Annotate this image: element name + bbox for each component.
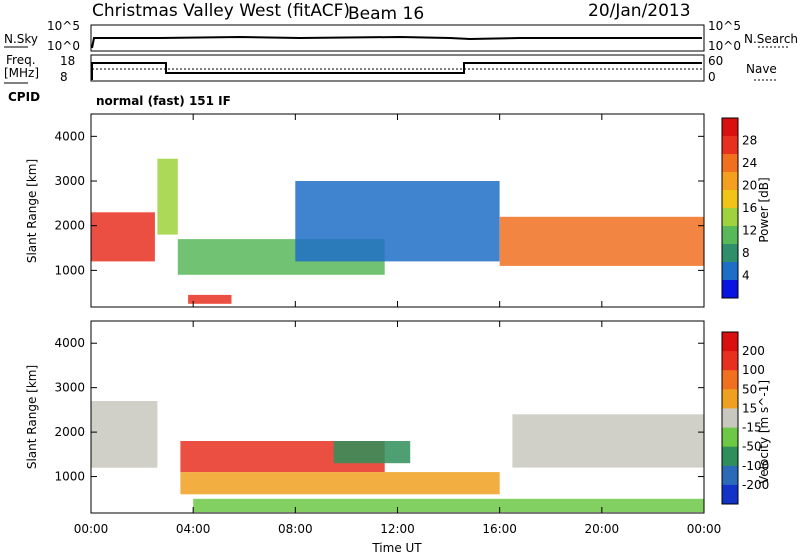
nsearch-label: N.Search: [744, 32, 798, 46]
nave-tick-low: 0: [708, 70, 716, 84]
power-ylabel: Slant Range [km]: [25, 159, 39, 263]
time-axis-label: Time UT: [371, 541, 422, 554]
colorbar-swatch: [722, 280, 738, 299]
power-colorbar: 4 8 12 16 20 24 28: [721, 117, 757, 299]
colorbar-swatch: [722, 154, 738, 173]
colorbar-swatch: [722, 427, 738, 448]
colorbar-swatch: [722, 408, 738, 428]
velocity-colorbar-label: Velocity [m s^-1]: [757, 380, 771, 484]
colorbar-swatch: [722, 446, 738, 467]
nave-label: Nave: [746, 62, 777, 76]
vel-ytick-label: 2000: [54, 425, 85, 439]
xtick-label: 00:00: [687, 522, 722, 536]
xtick-label: 00:00: [74, 522, 109, 536]
velocity-yaxis: 1000 2000 3000 4000: [54, 336, 704, 484]
velocity-colorbar-tick: 200: [742, 344, 765, 358]
velocity-colorbar: 200 100 50 15 -15 -50 -100 -200: [721, 331, 769, 505]
freq-label-1: Freq.: [6, 53, 36, 67]
station-title: Christmas Valley West (fitACF): [92, 1, 350, 21]
colorbar-swatch: [722, 208, 738, 227]
power-colorbar-tick: 28: [742, 134, 757, 148]
velocity-colorbar-tick: -50: [742, 440, 762, 454]
colorbar-swatch: [722, 351, 738, 371]
date-title: 20/Jan/2013: [588, 1, 691, 21]
cpid-label: CPID: [8, 90, 40, 104]
vel-ytick-label: 3000: [54, 381, 85, 395]
vel-region-4: [193, 498, 704, 513]
xtick-label: 12:00: [380, 522, 415, 536]
power-heatmap: [91, 158, 704, 304]
velocity-colorbar-tick: 15: [742, 401, 757, 415]
velocity-colorbar-tick: -15: [742, 421, 762, 435]
power-colorbar-tick: 20: [742, 179, 757, 193]
cpid-value: normal (fast) 151 IF: [96, 94, 231, 108]
velocity-ylabel: Slant Range [km]: [25, 365, 39, 469]
power-region-5: [499, 216, 704, 266]
xtick-label: 20:00: [585, 522, 620, 536]
beam-title: Beam 16: [348, 4, 424, 24]
vel-region-3: [333, 441, 411, 464]
colorbar-swatch: [722, 190, 738, 209]
power-colorbar-label: Power [dB]: [757, 177, 771, 242]
power-ytick-label: 1000: [54, 263, 85, 277]
colorbar-swatch: [722, 332, 738, 352]
velocity-colorbar-tick: 100: [742, 363, 765, 377]
vel-region-0: [91, 401, 158, 468]
colorbar-swatch: [722, 244, 738, 263]
velocity-colorbar-tick: -100: [742, 459, 769, 473]
nsky-tick-high: 10^5: [47, 19, 80, 33]
nsky-panel: [90, 24, 705, 52]
power-colorbar-tick: 24: [742, 156, 757, 170]
vel-ytick-label: 1000: [54, 470, 85, 484]
freq-trace: [91, 62, 702, 80]
colorbar-swatch: [722, 370, 738, 390]
xtick-label: 04:00: [176, 522, 211, 536]
colorbar-swatch: [722, 389, 738, 409]
colorbar-swatch: [722, 172, 738, 191]
power-colorbar-tick: 12: [742, 224, 757, 238]
power-colorbar-tick: 8: [742, 246, 750, 260]
power-colorbar-tick: 16: [742, 201, 757, 215]
velocity-heatmap: [91, 401, 704, 513]
colorbar-swatch: [722, 118, 738, 137]
power-region-1: [157, 158, 178, 235]
power-region-0: [91, 212, 155, 262]
vel-ytick-label: 4000: [54, 336, 85, 350]
freq-tick-low: 8: [60, 70, 68, 84]
colorbar-frame: [721, 117, 739, 299]
power-region-3: [188, 294, 232, 304]
velocity-colorbar-tick: 50: [742, 382, 757, 396]
xtick-label: 16:00: [482, 522, 517, 536]
nsky-trace: [91, 35, 702, 49]
power-ytick-label: 3000: [54, 174, 85, 188]
freq-panel: [90, 54, 705, 82]
colorbar-swatch: [722, 484, 738, 505]
colorbar-swatch: [722, 465, 738, 486]
nsky-label: N.Sky: [4, 32, 38, 46]
power-ytick-label: 4000: [54, 129, 85, 143]
colorbar-swatch: [722, 262, 738, 281]
vel-region-5: [512, 414, 704, 468]
power-region-4: [295, 181, 500, 262]
vel-region-2: [180, 472, 500, 495]
power-ytick-label: 2000: [54, 219, 85, 233]
power-colorbar-tick: 4: [742, 269, 750, 283]
nsearch-tick-high: 10^5: [708, 19, 741, 33]
colorbar-frame: [721, 331, 739, 505]
time-axis: 00:00 04:00 08:00 12:00 16:00 20:00 00:00: [74, 114, 722, 536]
freq-label-2: [MHz]: [4, 66, 39, 80]
xtick-label: 08:00: [278, 522, 313, 536]
velocity-colorbar-tick: -200: [742, 478, 769, 492]
power-yaxis: 1000 2000 3000 4000: [54, 129, 704, 277]
freq-tick-high: 18: [60, 54, 75, 68]
colorbar-swatch: [722, 226, 738, 245]
colorbar-swatch: [722, 136, 738, 155]
nave-tick-high: 60: [708, 54, 723, 68]
nsearch-tick-low: 10^0: [708, 39, 741, 53]
nsky-tick-low: 10^0: [47, 39, 80, 53]
